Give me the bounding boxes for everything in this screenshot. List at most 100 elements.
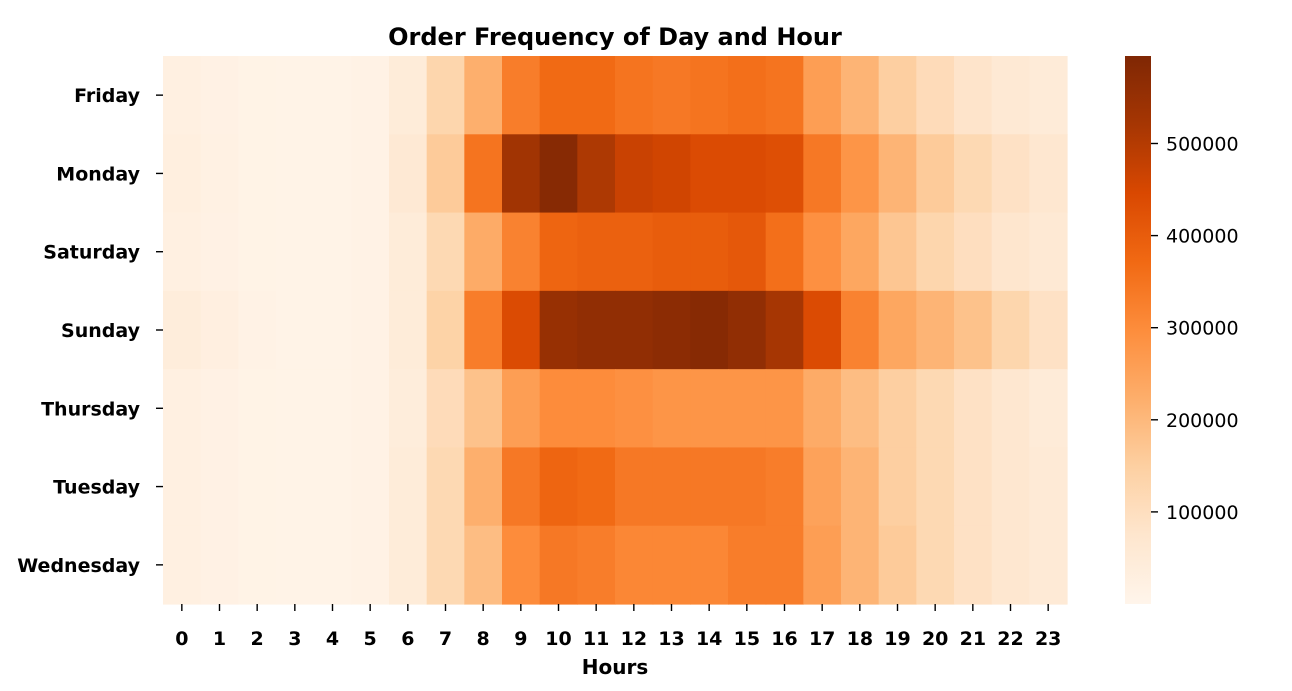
heatmap-cell	[878, 290, 917, 370]
y-tick-label: Saturday	[43, 242, 140, 264]
heatmap-cell	[200, 525, 239, 605]
chart-title: Order Frequency of Day and Hour	[388, 23, 842, 51]
heatmap-cell	[1029, 369, 1068, 449]
heatmap-cell	[351, 369, 390, 449]
heatmap-cell	[991, 525, 1030, 605]
x-tick-label: 4	[326, 628, 339, 650]
heatmap-cell	[991, 369, 1030, 449]
heatmap-cell	[841, 369, 880, 449]
heatmap-cell	[1029, 290, 1068, 370]
heatmap-cell	[426, 369, 465, 449]
x-axis: 0 1 2 3 4 5 6 7 8 9 10 11 12 13 14 15 16 17 18 19 20 21 22 23	[175, 604, 1061, 650]
heatmap-cell	[765, 525, 804, 605]
heatmap-cell	[464, 525, 503, 605]
heatmap-cell	[276, 369, 315, 449]
x-tick-label: 14	[696, 628, 722, 650]
heatmap-cell	[841, 290, 880, 370]
heatmap-cell	[652, 525, 691, 605]
heatmap-cell	[464, 134, 503, 214]
heatmap-cell	[313, 525, 352, 605]
x-tick-label: 7	[439, 628, 452, 650]
heatmap-cell	[163, 134, 202, 214]
heatmap-cell	[652, 290, 691, 370]
heatmap-cell	[690, 134, 729, 214]
heatmap-cell	[728, 525, 767, 605]
heatmap-cell	[690, 212, 729, 292]
heatmap-cell	[615, 525, 654, 605]
heatmap-cell	[954, 56, 993, 135]
x-tick-label: 17	[809, 628, 835, 650]
heatmap-cell	[163, 369, 202, 449]
heatmap-cell	[163, 290, 202, 370]
heatmap-cell	[426, 56, 465, 135]
heatmap-cell	[765, 447, 804, 527]
heatmap-cell	[200, 369, 239, 449]
heatmap-cell	[200, 290, 239, 370]
colorbar-tick-label: 500000	[1166, 133, 1239, 155]
heatmap-cell	[954, 134, 993, 214]
heatmap-cell	[577, 369, 616, 449]
heatmap-cell	[539, 525, 578, 605]
heatmap-cell	[991, 134, 1030, 214]
heatmap-cell	[238, 290, 277, 370]
heatmap-cell	[803, 525, 842, 605]
x-tick-label: 19	[884, 628, 910, 650]
heatmap-cell	[991, 56, 1030, 135]
heatmap-cell	[539, 447, 578, 527]
heatmap-cell	[313, 290, 352, 370]
heatmap-cell	[464, 56, 503, 135]
heatmap-cell	[991, 447, 1030, 527]
heatmap-cell	[313, 447, 352, 527]
heatmap-cell	[615, 447, 654, 527]
heatmap-cell	[878, 56, 917, 135]
heatmap-cell	[464, 212, 503, 292]
x-tick-label: 18	[847, 628, 873, 650]
heatmap-cell	[351, 56, 390, 135]
heatmap-cell	[652, 447, 691, 527]
colorbar-tick-label: 300000	[1166, 318, 1239, 340]
heatmap-cell	[841, 56, 880, 135]
x-tick-label: 15	[734, 628, 760, 650]
heatmap-cell	[539, 290, 578, 370]
heatmap-cell	[615, 369, 654, 449]
heatmap-cell	[690, 525, 729, 605]
heatmap-cell	[916, 212, 955, 292]
heatmap-cell	[426, 447, 465, 527]
heatmap-cell	[954, 525, 993, 605]
heatmap-cell	[163, 56, 202, 135]
x-tick-label: 9	[514, 628, 527, 650]
x-tick-label: 3	[288, 628, 301, 650]
y-tick-label: Friday	[74, 85, 140, 107]
heatmap-cell	[652, 56, 691, 135]
heatmap-cell	[728, 290, 767, 370]
heatmap-cell	[991, 212, 1030, 292]
x-tick-label: 23	[1035, 628, 1061, 650]
heatmap-cell	[841, 212, 880, 292]
heatmap-cell	[577, 290, 616, 370]
heatmap-cell	[577, 56, 616, 135]
heatmap-cell	[615, 212, 654, 292]
heatmap-cell	[991, 290, 1030, 370]
x-tick-label: 0	[175, 628, 188, 650]
heatmap-cell	[803, 290, 842, 370]
heatmap-cell	[954, 369, 993, 449]
heatmap-cell	[765, 290, 804, 370]
heatmap-cell	[502, 56, 541, 135]
heatmap-cell	[276, 525, 315, 605]
colorbar-tick-label: 200000	[1166, 410, 1239, 432]
heatmap-cell	[728, 134, 767, 214]
heatmap-cell	[765, 134, 804, 214]
heatmap-cell	[1029, 212, 1068, 292]
heatmap-cell	[539, 369, 578, 449]
heatmap-cell	[615, 134, 654, 214]
y-axis: Friday Monday Saturday Sunday Thursday Tuesda…	[17, 85, 163, 577]
x-tick-label: 20	[922, 628, 948, 650]
heatmap-cell	[163, 212, 202, 292]
colorbar-axis: 100000 200000 300000 400000 500000	[1151, 133, 1239, 524]
heatmap-cell	[238, 56, 277, 135]
heatmap-cell	[577, 447, 616, 527]
heatmap-cell	[163, 525, 202, 605]
heatmap-cell	[426, 134, 465, 214]
heatmap-cell	[916, 290, 955, 370]
